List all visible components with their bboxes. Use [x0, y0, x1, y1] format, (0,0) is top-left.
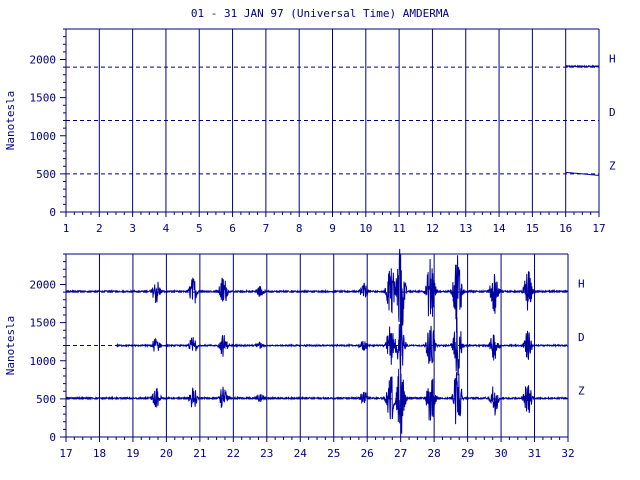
x-tick-label: 6: [229, 222, 236, 235]
x-tick-label: 25: [327, 447, 340, 460]
trace-d: [115, 317, 569, 376]
x-tick-label: 13: [459, 222, 472, 235]
x-tick-label: 27: [394, 447, 407, 460]
x-tick-label: 17: [592, 222, 605, 235]
y-axis-label: Nanotesla: [4, 316, 17, 376]
chart-title: 01 - 31 JAN 97 (Universal Time) AMDERMA: [190, 7, 450, 20]
y-axis-label: Nanotesla: [4, 91, 17, 151]
x-tick-label: 23: [260, 447, 273, 460]
component-label-z: Z: [609, 159, 616, 172]
x-tick-label: 16: [559, 222, 572, 235]
x-tick-label: 18: [93, 447, 106, 460]
y-tick-label: 1000: [30, 355, 57, 368]
x-tick-label: 21: [193, 447, 206, 460]
y-tick-label: 500: [36, 393, 56, 406]
x-tick-label: 3: [129, 222, 136, 235]
x-tick-label: 22: [227, 447, 240, 460]
component-label-z: Z: [578, 384, 585, 397]
x-tick-label: 10: [359, 222, 372, 235]
x-tick-label: 29: [461, 447, 474, 460]
trace-h: [565, 64, 600, 69]
x-tick-label: 24: [294, 447, 308, 460]
y-tick-label: 0: [49, 431, 56, 444]
y-tick-label: 500: [36, 168, 56, 181]
x-tick-label: 7: [263, 222, 270, 235]
component-label-d: D: [609, 106, 616, 119]
x-tick-label: 31: [528, 447, 541, 460]
x-tick-label: 28: [428, 447, 441, 460]
trace-z: [565, 171, 599, 176]
y-tick-label: 1500: [30, 92, 57, 105]
component-label-h: H: [609, 53, 616, 66]
y-tick-label: 1500: [30, 317, 57, 330]
x-tick-label: 15: [526, 222, 539, 235]
x-tick-label: 30: [494, 447, 507, 460]
trace-z: [65, 368, 569, 434]
x-tick-label: 5: [196, 222, 203, 235]
x-tick-label: 1: [63, 222, 70, 235]
trace-h: [66, 248, 569, 340]
component-label-h: H: [578, 278, 585, 291]
x-tick-label: 17: [59, 447, 72, 460]
x-tick-label: 19: [126, 447, 139, 460]
y-tick-label: 2000: [30, 54, 57, 67]
x-tick-label: 11: [393, 222, 406, 235]
x-tick-label: 14: [492, 222, 506, 235]
y-tick-label: 1000: [30, 130, 57, 143]
x-tick-label: 4: [163, 222, 170, 235]
x-tick-label: 2: [96, 222, 103, 235]
y-tick-label: 2000: [30, 279, 57, 292]
y-tick-label: 0: [49, 206, 56, 219]
x-tick-label: 26: [361, 447, 374, 460]
x-tick-label: 8: [296, 222, 303, 235]
component-label-d: D: [578, 331, 585, 344]
x-tick-label: 9: [329, 222, 336, 235]
x-tick-label: 12: [426, 222, 439, 235]
x-tick-label: 20: [160, 447, 173, 460]
x-tick-label: 32: [561, 447, 574, 460]
